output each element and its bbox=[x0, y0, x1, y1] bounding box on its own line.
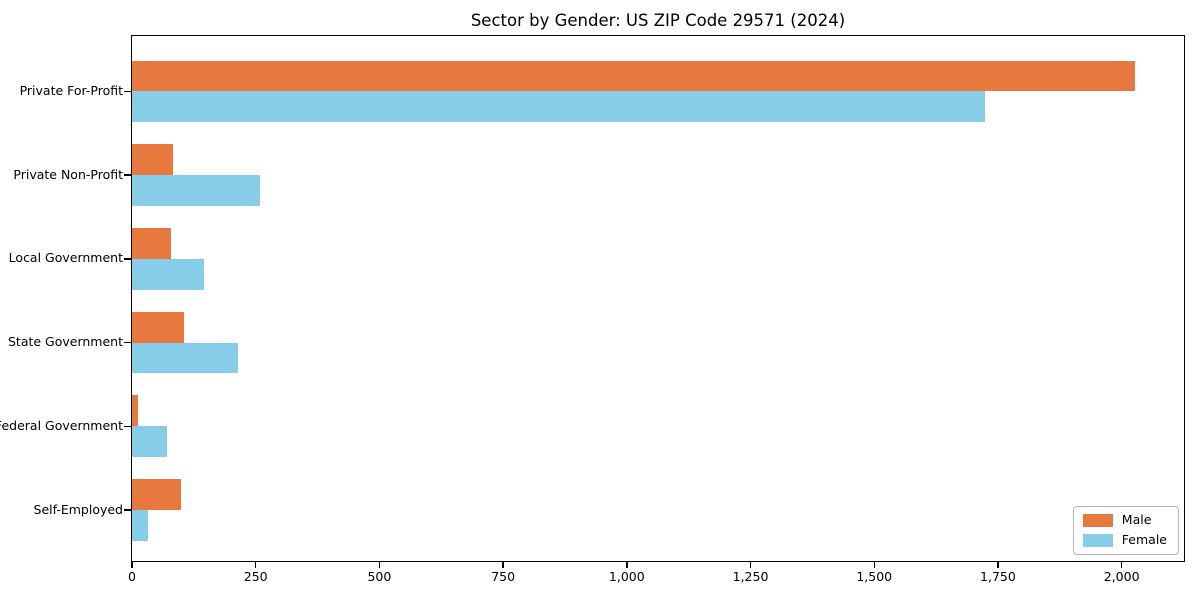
x-tick-mark bbox=[997, 561, 999, 568]
y-tick-mark bbox=[124, 341, 131, 344]
y-tick-label-federal-government: Federal Government bbox=[0, 417, 123, 433]
x-tick-mark bbox=[749, 561, 752, 568]
female-bar-private-non-profit bbox=[132, 175, 261, 206]
x-tick-mark bbox=[1120, 561, 1123, 568]
x-tick-label: 0 bbox=[128, 569, 136, 584]
legend-item-female: Female bbox=[1082, 532, 1167, 548]
plot-area: 0 250 500 750 1,000 1,250 1,500 1,750 2,000 Priv… bbox=[0, 35, 1185, 584]
male-bar-private-non-profit bbox=[132, 144, 174, 176]
y-tick-label-private-for-profit: Private For-Profit bbox=[19, 82, 123, 98]
x-tick-mark bbox=[131, 561, 133, 568]
x-tick-label: 2,000 bbox=[1103, 569, 1140, 584]
x-tick-mark bbox=[502, 561, 504, 568]
y-tick-mark bbox=[124, 174, 131, 176]
female-swatch-icon bbox=[1082, 534, 1113, 547]
legend-label-male: Male bbox=[1121, 512, 1152, 528]
chart-title: Sector by Gender: US ZIP Code 29571 (202… bbox=[470, 11, 846, 30]
y-tick-mark bbox=[124, 509, 131, 511]
x-tick-label: 250 bbox=[243, 569, 268, 584]
female-bar-state-government bbox=[132, 342, 239, 374]
x-tick-label: 1,250 bbox=[732, 569, 769, 584]
legend: Male Female bbox=[1072, 506, 1179, 555]
y-tick-label-state-government: State Government bbox=[7, 334, 123, 350]
x-tick-mark bbox=[626, 561, 628, 568]
x-tick-label: 1,500 bbox=[856, 569, 893, 584]
male-swatch-icon bbox=[1082, 514, 1113, 527]
y-tick-label-local-government: Local Government bbox=[8, 250, 123, 266]
x-tick-label: 500 bbox=[367, 569, 392, 584]
male-bar-private-for-profit bbox=[132, 60, 1135, 92]
male-bar-local-government bbox=[132, 228, 172, 259]
x-tick-mark bbox=[873, 561, 875, 568]
y-tick-label-self-employed: Self-Employed bbox=[33, 501, 123, 517]
x-tick-mark bbox=[254, 561, 257, 568]
male-bar-state-government bbox=[132, 311, 184, 343]
female-bar-self-employed bbox=[132, 510, 149, 541]
female-bar-federal-government bbox=[132, 426, 167, 458]
male-bar-self-employed bbox=[132, 479, 182, 510]
x-tick-label: 750 bbox=[491, 569, 516, 584]
y-tick-mark bbox=[124, 90, 131, 93]
x-tick-label: 1,750 bbox=[980, 569, 1016, 584]
y-tick-mark bbox=[124, 258, 131, 260]
male-bar-federal-government bbox=[132, 395, 139, 427]
legend-item-male: Male bbox=[1082, 512, 1167, 528]
y-tick-mark bbox=[124, 425, 131, 428]
y-tick-label-private-non-profit: Private Non-Profit bbox=[13, 166, 123, 182]
x-tick-label: 1,000 bbox=[608, 569, 645, 584]
female-bar-local-government bbox=[132, 258, 204, 290]
female-bar-private-for-profit bbox=[132, 91, 985, 123]
x-tick-mark bbox=[378, 561, 381, 568]
legend-label-female: Female bbox=[1121, 532, 1167, 548]
